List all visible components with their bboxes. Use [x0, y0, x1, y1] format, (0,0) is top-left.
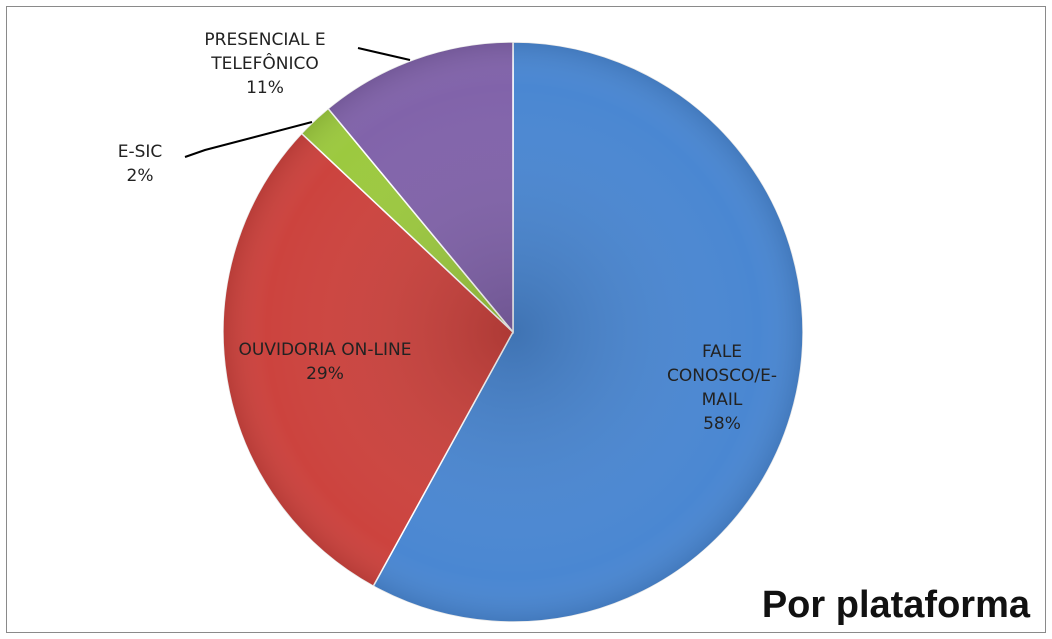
- category-label: PRESENCIAL E TELEFÔNICO: [204, 30, 326, 74]
- category-label: OUVIDORIA ON-LINE: [238, 340, 412, 360]
- category-label: E-SIC: [117, 142, 163, 162]
- chart-title: Por plataforma: [761, 584, 1030, 626]
- category-label: FALE CONOSCO/E-MAIL: [667, 342, 777, 410]
- value-label: 11%: [246, 78, 284, 98]
- leader-line: [357, 47, 411, 61]
- value-label: 58%: [703, 414, 741, 434]
- value-label: 29%: [306, 364, 344, 384]
- slice-label: OUVIDORIA ON-LINE 29%: [230, 338, 420, 386]
- slice-label: E-SIC 2%: [100, 140, 180, 188]
- value-label: 2%: [126, 166, 154, 186]
- slice-label: PRESENCIAL E TELEFÔNICO 11%: [180, 28, 350, 100]
- slice-label: FALE CONOSCO/E-MAIL 58%: [647, 340, 797, 436]
- chart-frame: [6, 6, 1046, 633]
